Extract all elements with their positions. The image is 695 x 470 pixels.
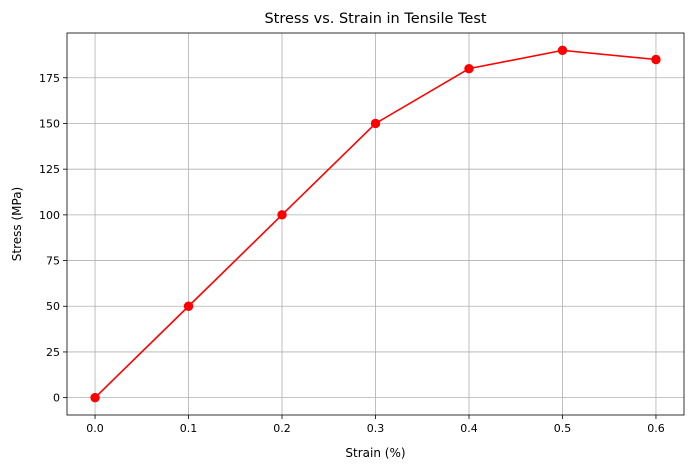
data-point xyxy=(183,301,194,311)
chart-title: Stress vs. Strain in Tensile Test xyxy=(264,11,486,27)
x-tick-label: 0.4 xyxy=(460,422,478,435)
x-tick-label: 0.1 xyxy=(180,422,198,435)
axis-ticks: 0.0 0.1 0.2 0.3 0.4 0.5 0.6 0 25 50 75 100 125 150 175 xyxy=(39,72,665,435)
x-tick-label: 0.5 xyxy=(554,422,572,435)
plot-frame xyxy=(66,32,685,416)
y-tick-label: 75 xyxy=(46,255,60,268)
data-point xyxy=(370,118,381,129)
series-layer xyxy=(90,45,661,403)
data-point xyxy=(277,210,287,220)
y-axis-label: Stress (MPa) xyxy=(10,187,24,261)
data-point xyxy=(557,45,568,56)
y-tick-label: 50 xyxy=(46,300,60,313)
x-tick-label: 0.3 xyxy=(367,422,385,435)
y-tick-label: 0 xyxy=(53,392,60,405)
y-tick-label: 125 xyxy=(39,163,60,176)
x-tick-label: 0.2 xyxy=(273,422,291,435)
data-point xyxy=(651,54,661,65)
data-point xyxy=(464,63,474,74)
x-axis-label: Strain (%) xyxy=(345,446,405,460)
y-tick-label: 100 xyxy=(39,209,60,222)
data-point xyxy=(90,392,100,403)
x-tick-label: 0.0 xyxy=(86,422,104,435)
y-tick-label: 175 xyxy=(39,72,60,85)
y-tick-label: 25 xyxy=(46,346,60,359)
x-tick-label: 0.6 xyxy=(647,422,665,435)
y-tick-label: 150 xyxy=(39,117,60,130)
